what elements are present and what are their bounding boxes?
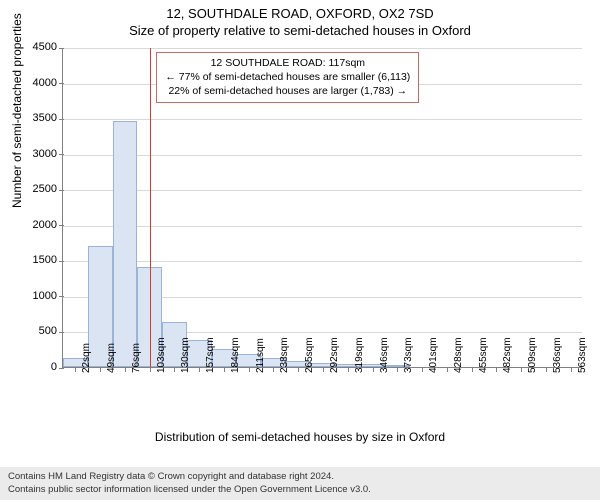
x-tick-label: 49sqm (104, 343, 117, 373)
y-tick-label: 0 (17, 362, 63, 373)
x-axis-label: Distribution of semi-detached houses by … (0, 430, 600, 444)
x-tick-label: 401sqm (426, 337, 439, 373)
x-tick-label: 536sqm (550, 337, 563, 373)
x-tick-label: 428sqm (451, 337, 464, 373)
callout-line: 12 SOUTHDALE ROAD: 117sqm (165, 56, 410, 70)
x-tick-label: 509sqm (525, 337, 538, 373)
histogram-bar (113, 121, 138, 367)
gridline (63, 119, 582, 120)
x-tick-mark (249, 367, 250, 372)
chart-title-block: 12, SOUTHDALE ROAD, OXFORD, OX2 7SD Size… (0, 0, 600, 38)
x-tick-mark (348, 367, 349, 372)
x-tick-mark (125, 367, 126, 372)
chart-title-address: 12, SOUTHDALE ROAD, OXFORD, OX2 7SD (0, 6, 600, 21)
y-tick-label: 2000 (17, 220, 63, 231)
reference-callout: 12 SOUTHDALE ROAD: 117sqm← 77% of semi-d… (156, 52, 419, 103)
x-tick-label: 22sqm (79, 343, 92, 373)
x-tick-mark (174, 367, 175, 372)
x-tick-label: 346sqm (377, 337, 390, 373)
x-tick-label: 157sqm (203, 337, 216, 373)
reference-line (150, 48, 151, 367)
x-tick-mark (150, 367, 151, 372)
gridline (63, 226, 582, 227)
x-tick-mark (571, 367, 572, 372)
x-tick-mark (373, 367, 374, 372)
footer-line-2: Contains public sector information licen… (8, 484, 592, 496)
x-tick-mark (422, 367, 423, 372)
chart-title-subtitle: Size of property relative to semi-detach… (0, 23, 600, 38)
x-tick-mark (546, 367, 547, 372)
x-tick-label: 211sqm (253, 338, 266, 373)
x-tick-label: 76sqm (129, 343, 142, 373)
gridline (63, 261, 582, 262)
x-tick-label: 292sqm (327, 337, 340, 373)
plot-area: 05001000150020002500300035004000450022sq… (62, 48, 582, 368)
y-tick-label: 4500 (17, 42, 63, 53)
gridline (63, 48, 582, 49)
x-tick-mark (298, 367, 299, 372)
gridline (63, 190, 582, 191)
y-tick-label: 2500 (17, 184, 63, 195)
x-tick-label: 103sqm (154, 337, 167, 373)
gridline (63, 155, 582, 156)
y-tick-label: 500 (17, 326, 63, 337)
x-tick-label: 184sqm (228, 337, 241, 373)
x-tick-mark (273, 367, 274, 372)
callout-line: 22% of semi-detached houses are larger (… (165, 84, 410, 98)
x-tick-label: 130sqm (178, 337, 191, 373)
x-tick-mark (100, 367, 101, 372)
x-tick-label: 563sqm (575, 337, 588, 373)
x-tick-label: 238sqm (277, 337, 290, 373)
x-tick-mark (199, 367, 200, 372)
callout-line: ← 77% of semi-detached houses are smalle… (165, 70, 410, 84)
y-tick-label: 1500 (17, 255, 63, 266)
x-tick-mark (224, 367, 225, 372)
x-tick-mark (75, 367, 76, 372)
x-tick-mark (323, 367, 324, 372)
y-tick-label: 1000 (17, 291, 63, 302)
x-tick-label: 319sqm (352, 337, 365, 373)
x-tick-mark (447, 367, 448, 372)
x-tick-mark (496, 367, 497, 372)
x-tick-label: 373sqm (401, 337, 414, 373)
x-tick-label: 455sqm (476, 337, 489, 373)
x-tick-label: 265sqm (302, 337, 315, 373)
attribution-footer: Contains HM Land Registry data © Crown c… (0, 467, 600, 500)
y-tick-label: 3000 (17, 149, 63, 160)
y-tick-label: 4000 (17, 78, 63, 89)
footer-line-1: Contains HM Land Registry data © Crown c… (8, 471, 592, 483)
y-tick-label: 3500 (17, 113, 63, 124)
x-tick-mark (472, 367, 473, 372)
x-tick-mark (521, 367, 522, 372)
x-tick-mark (397, 367, 398, 372)
x-tick-label: 482sqm (500, 337, 513, 373)
